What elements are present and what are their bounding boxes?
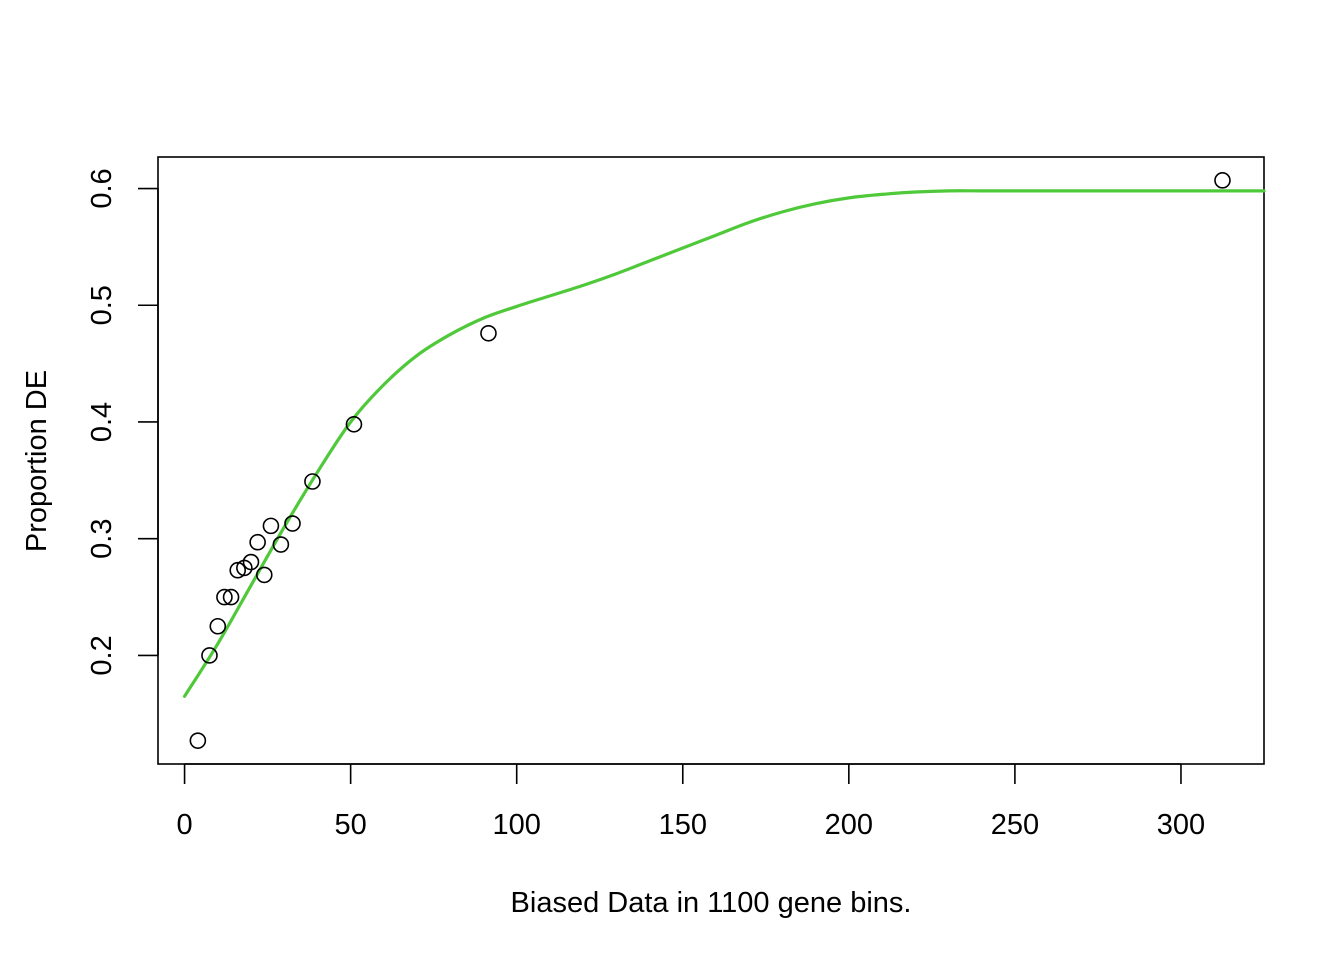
x-tick-label: 100 <box>493 809 541 841</box>
data-point <box>249 533 266 551</box>
data-point <box>189 732 207 749</box>
x-axis: 0 50 100 150 200 250 300 <box>177 763 1205 841</box>
data-point <box>216 588 233 606</box>
x-axis-label: Biased Data in 1100 gene bins. <box>511 887 912 919</box>
points-layer <box>189 172 1231 749</box>
y-tick-label: 0.6 <box>86 168 118 208</box>
fit-layer <box>182 189 1266 698</box>
data-point <box>284 515 301 532</box>
x-tick-label: 200 <box>825 809 873 841</box>
y-tick-label: 0.3 <box>86 519 118 559</box>
y-tick-label: 0.2 <box>86 635 118 675</box>
y-tick-label: 0.4 <box>86 402 118 442</box>
data-point <box>255 566 273 584</box>
y-axis: 0.2 0.3 0.4 0.5 0.6 <box>86 168 159 676</box>
fit-line <box>182 189 1266 698</box>
data-point <box>229 561 247 579</box>
data-point <box>1214 172 1231 189</box>
x-tick-label: 150 <box>659 809 707 841</box>
data-point <box>209 617 227 635</box>
data-point <box>480 324 497 342</box>
x-tick-label: 250 <box>991 809 1039 841</box>
data-point <box>201 647 218 664</box>
y-tick-label: 0.5 <box>86 285 118 325</box>
data-point <box>272 536 290 553</box>
data-point <box>222 588 240 606</box>
x-tick-label: 50 <box>335 809 367 841</box>
data-point <box>304 473 321 490</box>
x-tick-label: 0 <box>177 809 193 841</box>
y-axis-label: Proportion DE <box>21 370 53 552</box>
data-point <box>345 416 363 433</box>
data-point <box>262 517 280 535</box>
x-tick-label: 300 <box>1157 809 1205 841</box>
data-point <box>242 553 260 571</box>
